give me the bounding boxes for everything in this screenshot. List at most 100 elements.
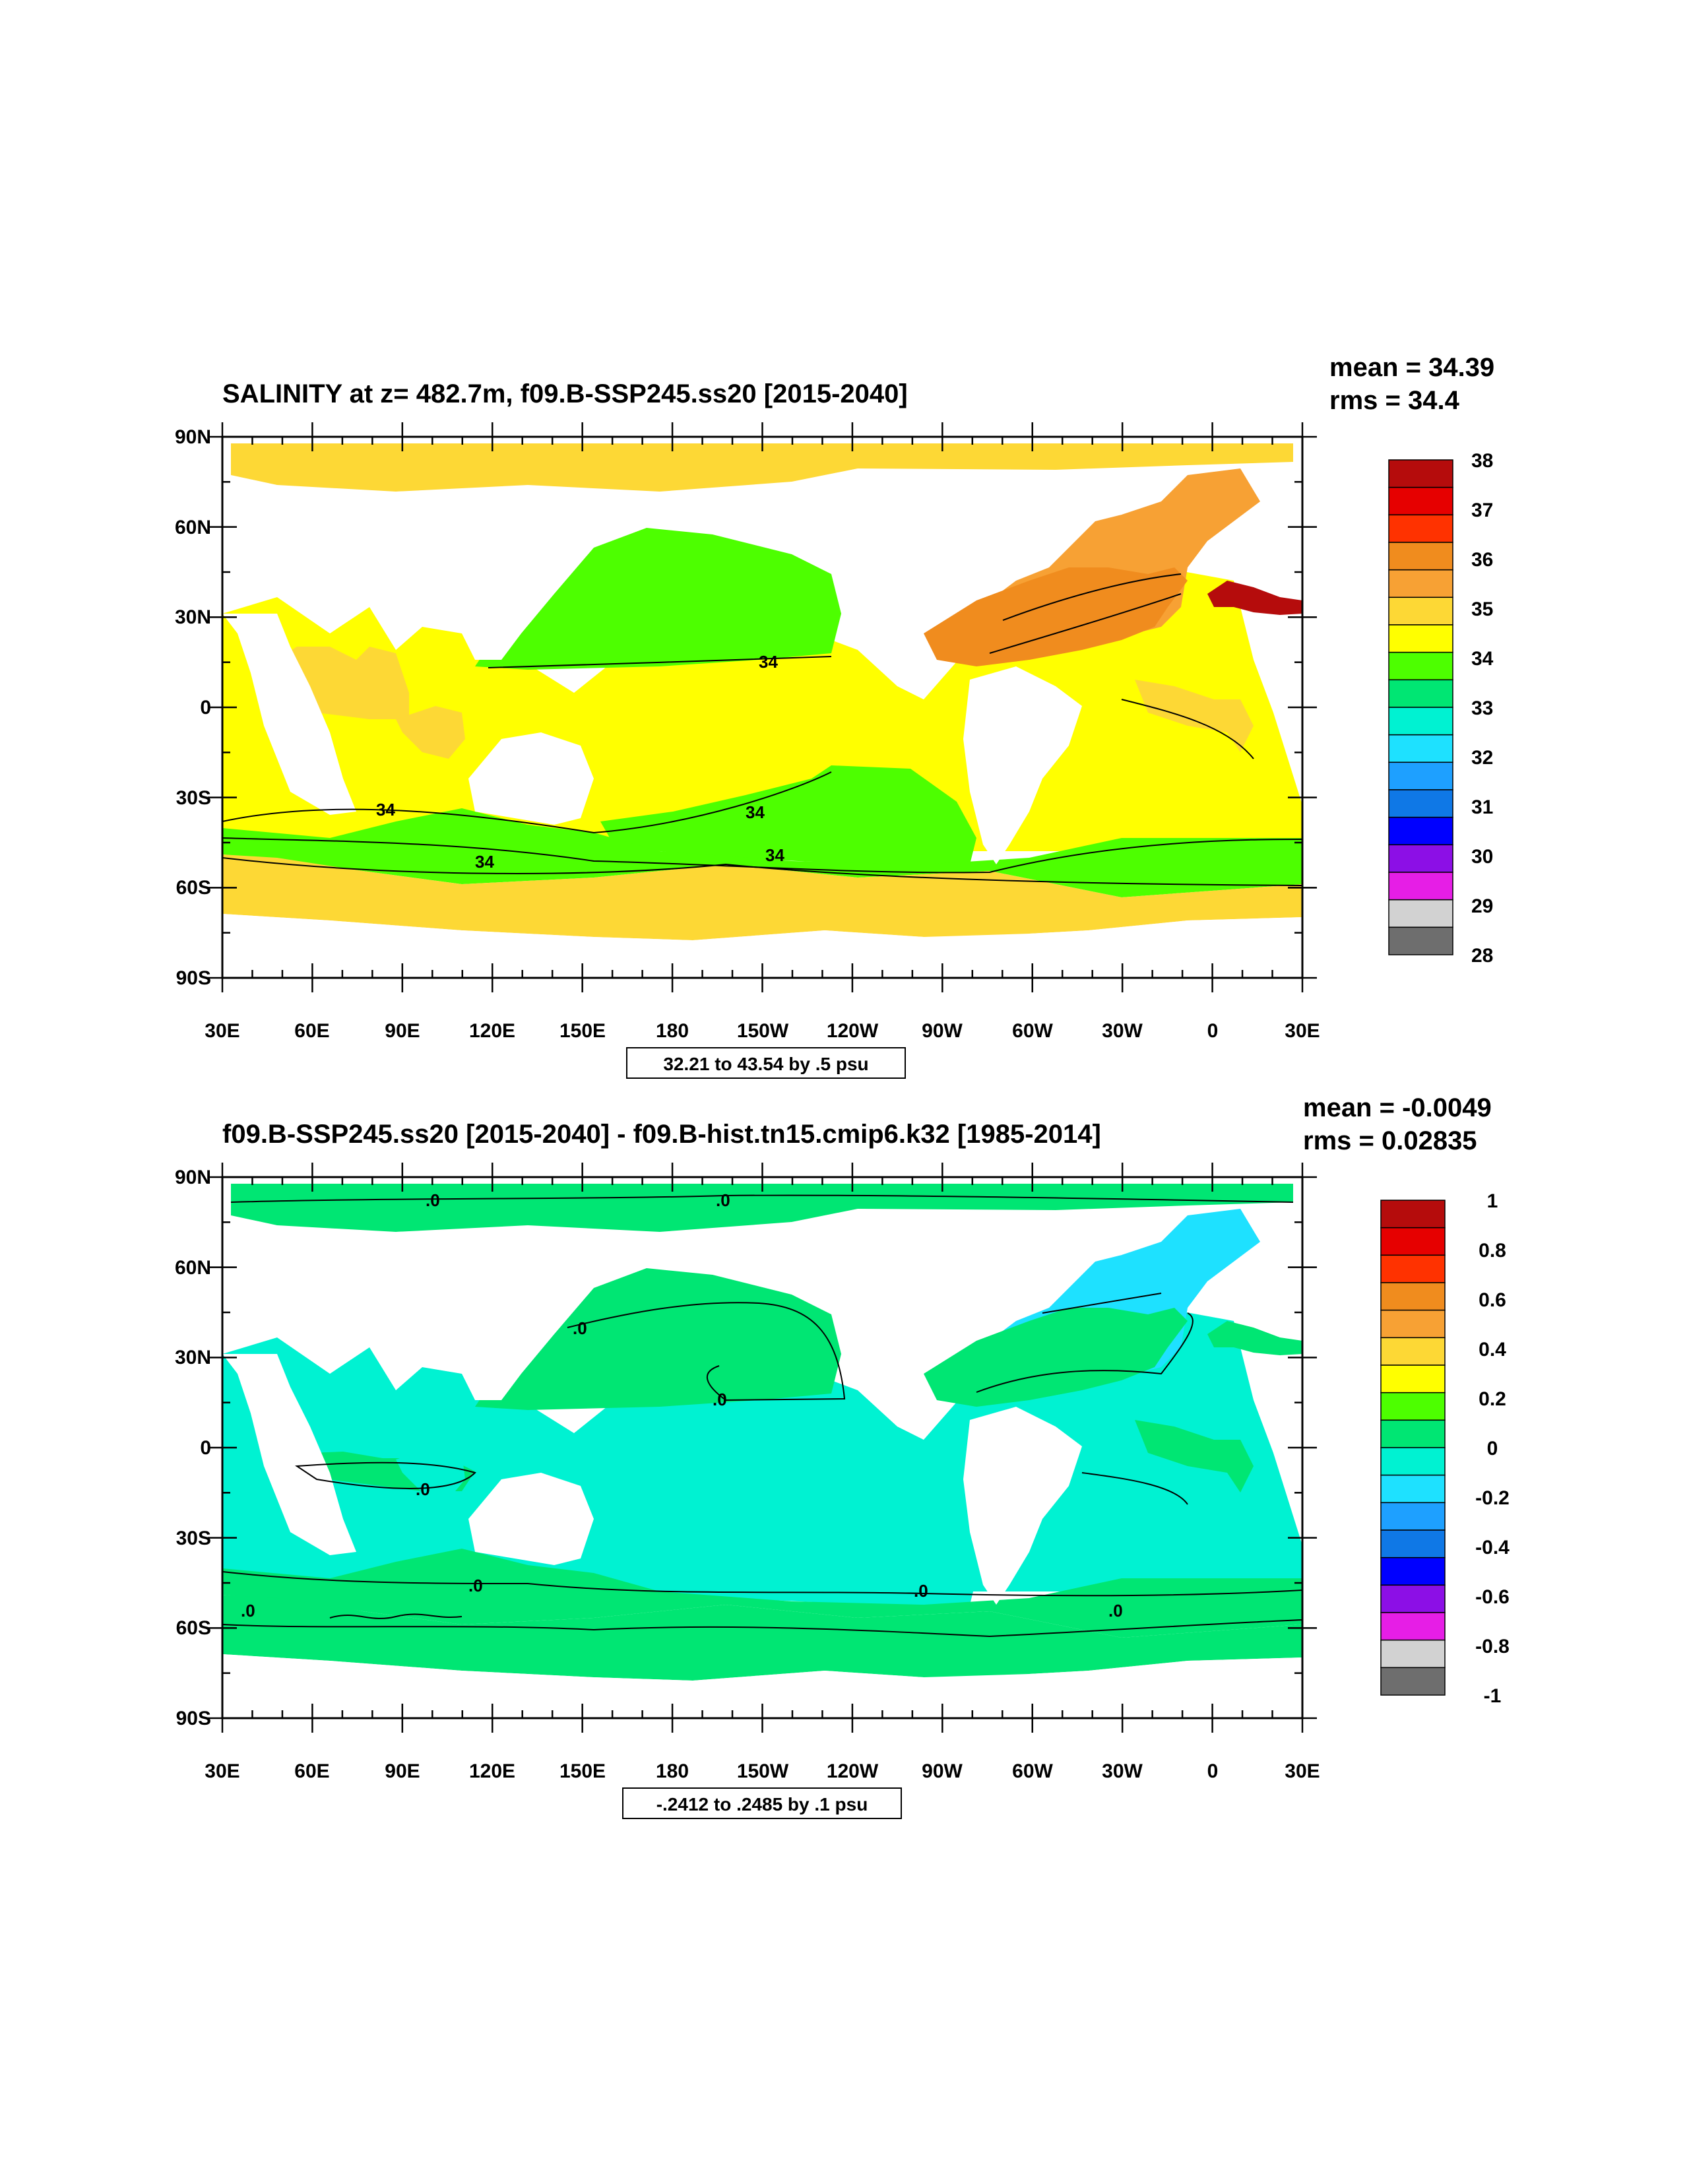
colorbar-swatch (1380, 1557, 1446, 1586)
colorbar-swatch (1388, 514, 1453, 543)
contour-label: .0 (713, 1390, 727, 1409)
lon-tick-label: 60E (294, 1760, 329, 1782)
lat-tick-label: 60S (176, 877, 211, 899)
colorbar-label: 32 (1471, 747, 1493, 769)
panel-bottom: f09.B-SSP245.ss20 [2015-2040] - f09.B-hi… (175, 1093, 1510, 1819)
colorbar-swatch (1380, 1282, 1446, 1311)
colorbar-swatch (1388, 816, 1453, 846)
colorbar-label: 36 (1471, 549, 1493, 571)
ocean-west-australia (396, 1446, 465, 1499)
land-south-america (963, 666, 1082, 864)
lon-tick-labels: 30E 60E 90E 120E 150E 180 150W 120W 90W … (205, 1760, 1320, 1782)
contour-label-group: .0 .0 .0 .0 .0 .0 .0 .0 .0 (241, 1190, 1123, 1621)
contour-label: 34 (759, 652, 778, 672)
ocean-southern-rim (222, 854, 1302, 944)
lon-tick-label: 180 (656, 1760, 689, 1782)
colorbar-label: 29 (1471, 895, 1493, 917)
colorbar-swatch (1388, 899, 1453, 928)
colorbar-swatch (1388, 542, 1453, 571)
ocean-southern-band (222, 1549, 1302, 1638)
land-greenland (1056, 1212, 1161, 1262)
ocean-south-pacific-gyre (600, 765, 976, 864)
ocean-mediterranean (1207, 581, 1302, 615)
lat-tick-label: 90S (176, 1708, 211, 1729)
contour-label: .0 (1108, 1601, 1123, 1621)
axis-ticks (208, 422, 1317, 992)
lon-tick-label: 60E (294, 1020, 329, 1042)
mean-stat: mean = 34.39 (1329, 353, 1494, 382)
map-area: 34 34 34 34 34 (222, 437, 1302, 978)
colorbar-label: 33 (1471, 697, 1493, 719)
lat-tick-labels: 90N 60N 30N 0 30S 60S 90S (175, 426, 211, 989)
lon-tick-labels: 30E 60E 90E 120E 150E 180 150W 120W 90W … (205, 1020, 1320, 1042)
lon-tick-label: 30W (1102, 1020, 1143, 1042)
panel-title: SALINITY at z= 482.7m, f09.B-SSP245.ss20… (222, 379, 908, 408)
colorbar-label: 0 (1487, 1438, 1498, 1460)
land-australia (468, 732, 594, 825)
rms-stat: rms = 0.02835 (1303, 1126, 1477, 1155)
ocean-west-australia (396, 706, 465, 759)
colorbar-label: 30 (1471, 846, 1493, 868)
range-label: -.2412 to .2485 by .1 psu (656, 1794, 868, 1815)
colorbar-swatch (1380, 1502, 1446, 1531)
colorbar-label: 1 (1487, 1190, 1498, 1212)
panel-title: f09.B-SSP245.ss20 [2015-2040] - f09.B-hi… (222, 1120, 1101, 1149)
lon-tick-label: 90E (385, 1020, 420, 1042)
ocean-north-atlantic-subtropical (924, 1308, 1188, 1407)
lon-tick-label: 150E (559, 1020, 606, 1042)
colorbar-swatch (1380, 1254, 1446, 1283)
lon-tick-label: 0 (1207, 1020, 1219, 1042)
colorbar-swatch (1380, 1200, 1446, 1229)
contour-lines (222, 573, 1302, 886)
colorbar-label: -0.8 (1475, 1636, 1510, 1657)
land-africa (222, 1354, 356, 1555)
lon-tick-label: 0 (1207, 1760, 1219, 1782)
colorbar-swatch (1380, 1392, 1446, 1421)
colorbar-swatch (1388, 926, 1453, 955)
lon-tick-label: 30E (1285, 1760, 1320, 1782)
ocean-north-pacific (475, 1268, 841, 1410)
land-africa (222, 614, 356, 815)
rms-stat: rms = 34.4 (1329, 386, 1460, 415)
colorbar-swatch (1380, 1639, 1446, 1669)
contour-label: 34 (376, 800, 395, 819)
lat-tick-labels: 90N 60N 30N 0 30S 60S 90S (175, 1167, 211, 1729)
colorbar-swatch (1388, 734, 1453, 763)
land-antarctica (222, 1654, 1302, 1718)
colorbar-swatch (1380, 1584, 1446, 1613)
ocean-north-polar (231, 1184, 1293, 1232)
contour-label: .0 (914, 1581, 928, 1601)
lat-tick-label: 0 (200, 697, 211, 719)
colorbar-labels: 38 37 36 35 34 33 32 31 30 29 28 (1471, 450, 1494, 967)
colorbar-swatch (1380, 1474, 1446, 1504)
lon-tick-label: 30W (1102, 1760, 1143, 1782)
map-area: .0 .0 .0 .0 .0 .0 .0 .0 .0 (222, 1177, 1302, 1718)
colorbar-labels: 1 0.8 0.6 0.4 0.2 0 -0.2 -0.4 -0.6 -0.8 … (1475, 1190, 1510, 1707)
colorbar-swatch (1388, 569, 1453, 598)
lat-tick-label: 60S (176, 1617, 211, 1639)
colorbar-label: 34 (1471, 648, 1494, 670)
lat-tick-label: 30N (175, 1347, 211, 1368)
contour-label: .0 (426, 1190, 440, 1210)
contour-label: .0 (573, 1318, 587, 1338)
colorbar-swatch (1380, 1337, 1446, 1366)
colorbar (1388, 459, 1453, 955)
colorbar-label: 38 (1471, 450, 1493, 472)
contour-label-group: 34 34 34 34 34 (376, 652, 784, 872)
contour-label: .0 (241, 1601, 255, 1621)
colorbar-swatch (1388, 761, 1453, 790)
lon-tick-label: 150W (737, 1020, 789, 1042)
axis-ticks (208, 1163, 1317, 1733)
colorbar-label: -0.2 (1475, 1487, 1510, 1509)
colorbar-swatch (1380, 1529, 1446, 1558)
colorbar-label: 0.8 (1479, 1240, 1506, 1262)
range-label-box (626, 1047, 906, 1079)
contour-label: .0 (416, 1479, 430, 1499)
ocean-southern-rim (222, 1595, 1302, 1684)
ocean-east-atlantic (1135, 680, 1254, 752)
colorbar-swatch (1380, 1227, 1446, 1256)
colorbar-swatch (1388, 679, 1453, 708)
lat-tick-label: 90S (176, 967, 211, 989)
colorbar-label: 37 (1471, 499, 1493, 521)
lon-tick-label: 120W (827, 1020, 879, 1042)
